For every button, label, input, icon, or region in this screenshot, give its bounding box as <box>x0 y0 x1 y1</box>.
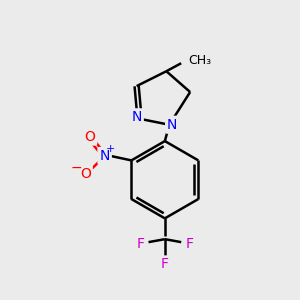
Text: F: F <box>136 237 144 250</box>
Text: N: N <box>131 110 142 124</box>
Text: O: O <box>84 130 95 144</box>
Text: CH₃: CH₃ <box>189 54 212 67</box>
Text: F: F <box>185 237 194 250</box>
Text: +: + <box>106 143 115 154</box>
Text: O: O <box>80 167 91 181</box>
Text: F: F <box>161 257 169 272</box>
Text: N: N <box>167 118 178 132</box>
Text: N: N <box>100 149 110 163</box>
Text: −: − <box>70 161 82 175</box>
